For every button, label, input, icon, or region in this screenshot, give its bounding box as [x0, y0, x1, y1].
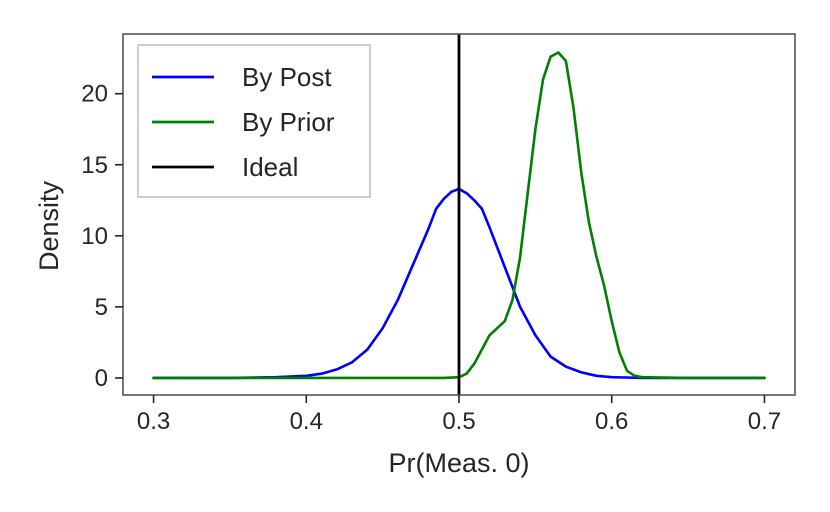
- y-tick-label: 0: [95, 365, 108, 392]
- y-axis-label: Density: [34, 180, 64, 271]
- x-axis-label: Pr(Meas. 0): [388, 448, 529, 478]
- legend-label-by-post: By Post: [242, 62, 332, 92]
- y-tick-label: 5: [95, 294, 108, 321]
- legend-label-ideal: Ideal: [242, 152, 298, 182]
- legend: By Post By Prior Ideal: [137, 44, 371, 198]
- plot-layer: [152, 34, 766, 395]
- y-tick-label: 10: [81, 223, 108, 250]
- x-tick-label: 0.7: [748, 408, 781, 435]
- series-line-by-prior: [152, 51, 766, 380]
- y-tick-label: 15: [81, 152, 108, 179]
- axis-layer: 0.3 0.4 0.5 0.6 0.7 0 5 10 15 20: [81, 33, 796, 435]
- x-tick-label: 0.3: [137, 408, 170, 435]
- legend-label-by-prior: By Prior: [242, 107, 335, 137]
- y-tick-label: 20: [81, 81, 108, 108]
- x-tick-label: 0.6: [595, 408, 628, 435]
- x-tick-label: 0.5: [442, 408, 475, 435]
- x-tick-label: 0.4: [290, 408, 323, 435]
